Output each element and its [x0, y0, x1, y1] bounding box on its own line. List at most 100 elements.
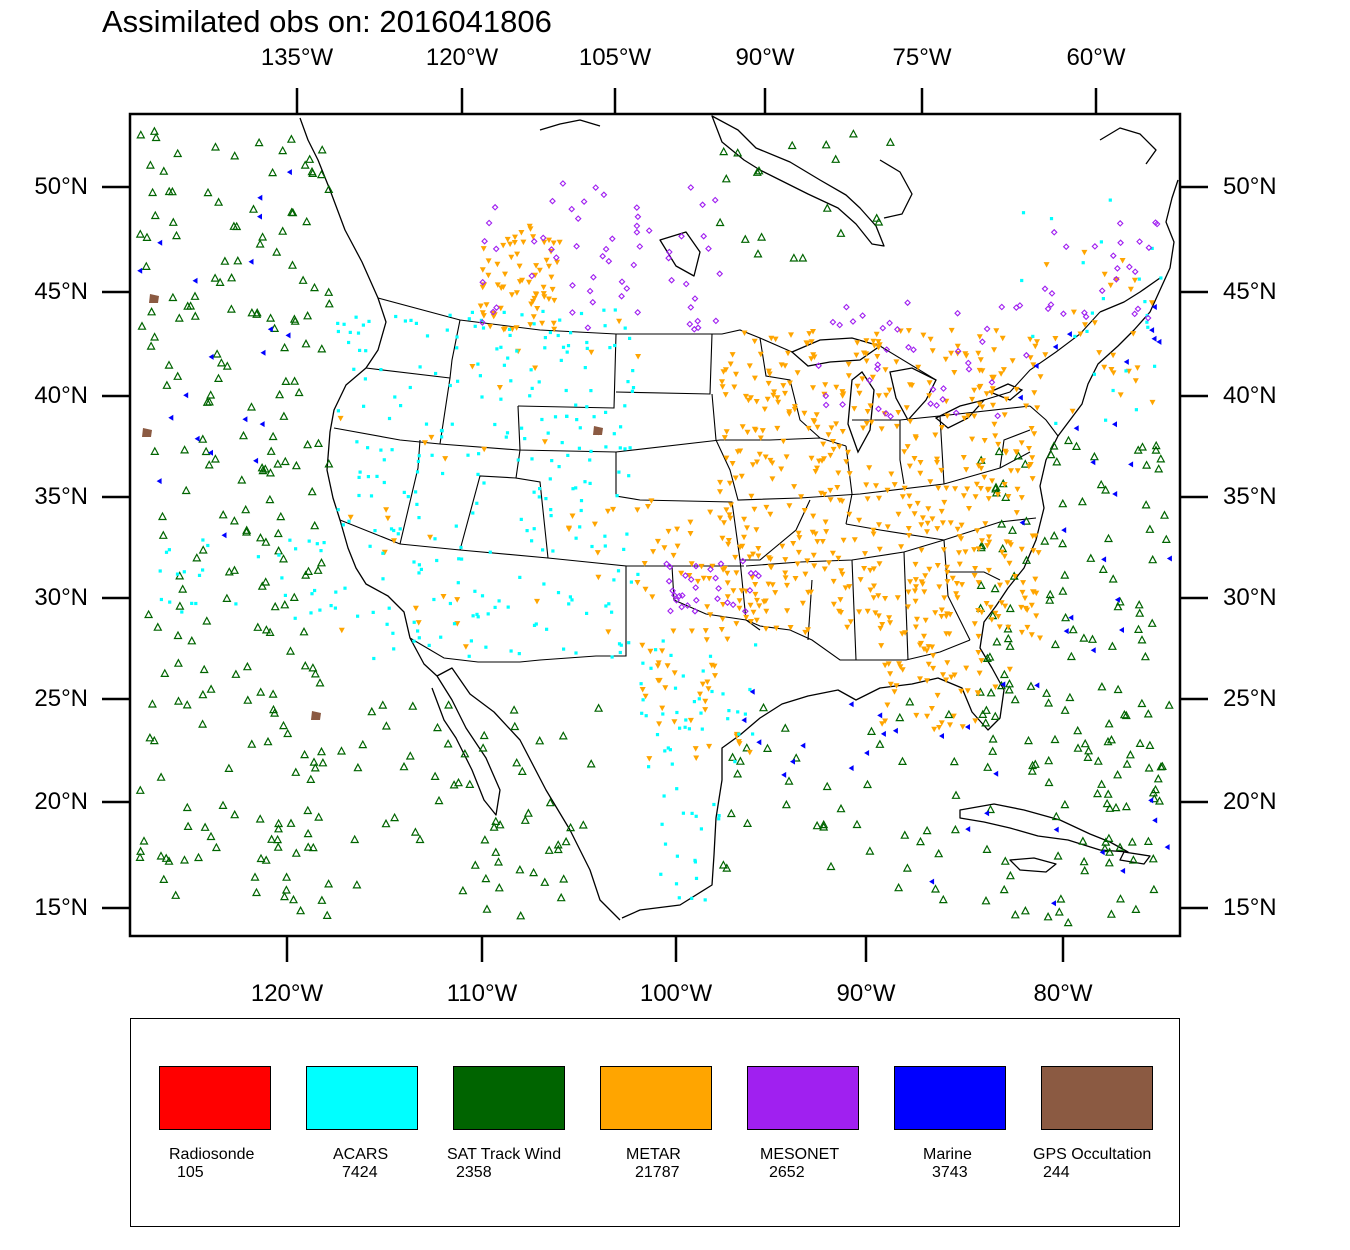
sat-track-wind-marker — [1135, 608, 1145, 617]
mesonet-marker — [910, 346, 917, 354]
acars-marker — [486, 612, 490, 616]
acars-marker — [520, 313, 524, 317]
sat-track-wind-marker — [307, 486, 317, 496]
metar-marker — [724, 580, 731, 586]
metar-marker — [812, 469, 819, 475]
metar-marker — [870, 338, 877, 345]
metar-marker — [634, 507, 641, 513]
acars-marker — [502, 310, 506, 314]
metar-marker — [733, 371, 739, 378]
metar-marker — [1001, 482, 1008, 488]
acars-marker — [507, 327, 512, 331]
mesonet-marker — [741, 607, 749, 615]
sat-track-wind-marker — [142, 232, 152, 241]
sat-track-wind-marker — [227, 273, 237, 282]
sat-track-wind-marker — [758, 702, 769, 712]
metar-marker — [383, 507, 390, 513]
metar-marker — [886, 387, 893, 394]
sat-track-wind-marker — [248, 204, 259, 213]
mesonet-marker — [1134, 305, 1142, 313]
metar-marker — [894, 595, 901, 601]
acars-marker — [310, 592, 314, 596]
metar-marker — [914, 500, 921, 507]
acars-marker — [1124, 369, 1128, 373]
sat-track-wind-marker — [1023, 735, 1034, 745]
sat-track-wind-marker — [1128, 855, 1138, 864]
metar-marker — [857, 577, 864, 583]
metar-marker — [921, 589, 928, 595]
metar-marker — [594, 550, 601, 556]
metar-marker — [554, 259, 561, 266]
sat-track-wind-marker — [981, 718, 991, 727]
sat-track-wind-marker — [317, 145, 327, 154]
sat-track-wind-marker — [305, 154, 315, 163]
sat-track-wind-marker — [831, 154, 841, 163]
acars-marker — [717, 817, 721, 821]
acars-marker — [571, 487, 575, 491]
marine-marker — [790, 758, 795, 765]
acars-marker — [467, 654, 471, 658]
acars-marker — [525, 529, 529, 533]
marine-marker — [1164, 844, 1170, 851]
metar-marker — [802, 629, 809, 636]
sat-track-wind-marker — [872, 213, 882, 222]
metar-marker — [512, 234, 518, 241]
mesonet-marker — [528, 272, 536, 280]
acars-marker — [439, 428, 444, 433]
mesonet-marker — [690, 325, 698, 333]
metar-marker — [427, 534, 434, 541]
metar-marker — [750, 609, 757, 616]
metar-marker — [867, 403, 874, 409]
sat-track-wind-marker — [150, 332, 160, 341]
metar-marker — [906, 503, 913, 510]
sat-track-wind-marker — [275, 389, 285, 399]
sat-track-wind-marker — [243, 695, 253, 704]
sat-track-wind-marker — [278, 145, 288, 155]
metar-marker — [786, 503, 793, 509]
tick-marks — [102, 88, 1208, 962]
sat-track-wind-marker — [253, 622, 263, 631]
mesonet-marker — [940, 385, 947, 392]
metar-marker — [732, 475, 739, 481]
sat-track-wind-marker — [276, 511, 286, 521]
sat-track-wind-marker — [836, 228, 846, 237]
mesonet-marker — [568, 205, 576, 213]
sat-track-wind-marker — [190, 291, 200, 300]
sat-track-wind-marker — [1121, 801, 1131, 811]
mesonet-marker — [1114, 265, 1121, 272]
sat-track-wind-marker — [358, 739, 368, 749]
sat-track-wind-marker — [263, 736, 273, 746]
sat-track-wind-marker — [156, 851, 166, 860]
acars-marker — [502, 363, 506, 367]
mesonet-marker — [645, 227, 653, 234]
metar-marker — [1014, 468, 1021, 474]
acars-marker — [1104, 418, 1108, 422]
metar-marker — [808, 339, 815, 345]
acars-marker — [568, 595, 572, 599]
acars-marker — [358, 470, 362, 474]
metar-marker — [882, 367, 889, 373]
metar-marker — [978, 465, 985, 472]
marine-marker — [1000, 681, 1006, 688]
mesonet-marker — [605, 257, 613, 265]
acars-marker — [557, 465, 561, 469]
mesonet-marker — [608, 235, 616, 243]
metar-marker — [610, 506, 617, 513]
metar-marker — [768, 335, 775, 342]
acars-marker — [619, 643, 623, 647]
metar-marker — [962, 351, 969, 357]
metar-marker — [791, 404, 798, 410]
acars-marker — [372, 656, 376, 661]
acars-marker — [414, 490, 418, 494]
sat-track-wind-marker — [218, 800, 228, 809]
sat-track-wind-marker — [434, 795, 444, 805]
metar-marker — [925, 644, 932, 650]
acars-marker — [575, 418, 579, 422]
metar-marker — [821, 456, 827, 462]
acars-marker — [379, 368, 383, 372]
acars-marker — [392, 528, 396, 533]
mesonet-marker — [623, 285, 631, 292]
sat-track-wind-marker — [495, 820, 505, 829]
sat-track-wind-marker — [160, 668, 170, 677]
acars-marker — [528, 394, 532, 398]
